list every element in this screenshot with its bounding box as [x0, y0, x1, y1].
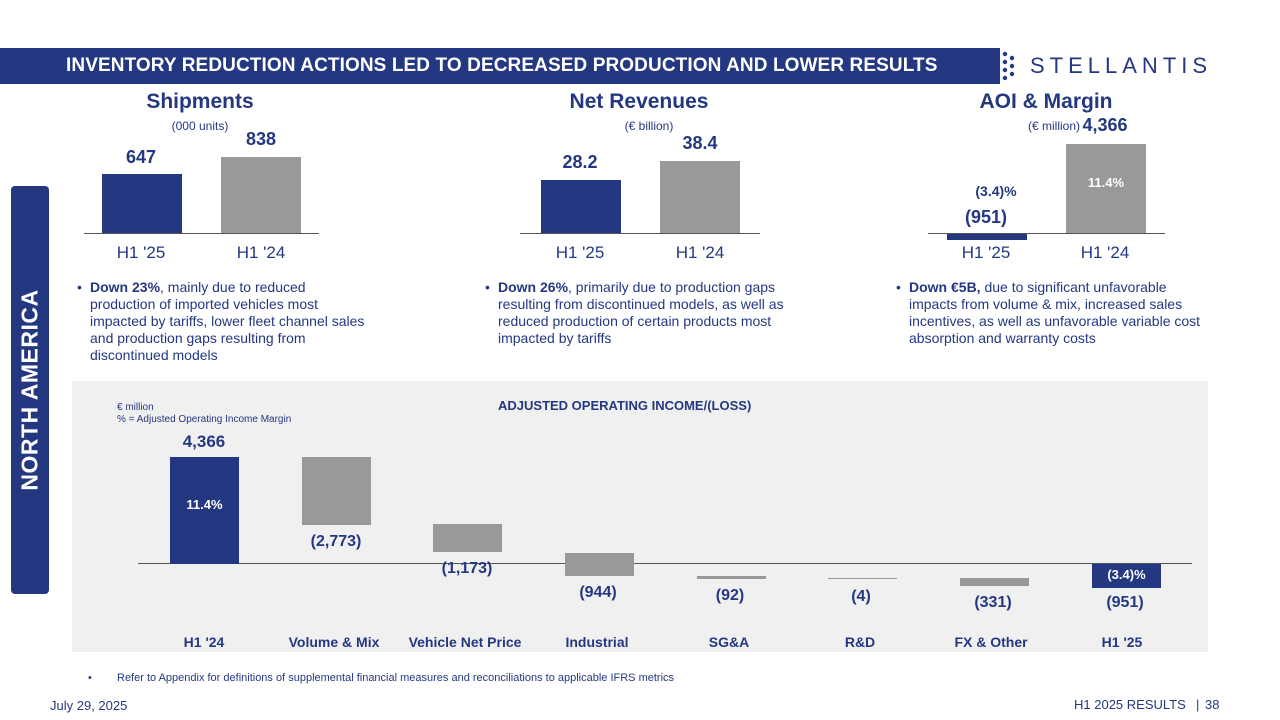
shipments-bar-h1-24 [221, 157, 301, 233]
revenues-value-h1-24: 38.4 [682, 133, 718, 153]
waterfall-value-vehicle-net-price: (1,173) [441, 560, 493, 577]
waterfall-bar-sga [697, 576, 766, 579]
aoi-value-h1-24: 4,366 [1082, 115, 1128, 135]
aoi-title: AOI & Margin [979, 90, 1113, 113]
waterfall-label-h1-25: H1 '25 [1101, 634, 1143, 650]
waterfall-unit: € million [117, 402, 154, 413]
results-label: H1 2025 RESULTS [1074, 697, 1186, 712]
waterfall-bar-h1-24 [170, 457, 239, 564]
shipments-axis [84, 233, 319, 234]
waterfall-margin-h1-24: 11.4% [186, 497, 223, 512]
revenues-unit: (€ billion) [624, 119, 674, 133]
shipments-value-h1-24: 838 [245, 129, 277, 149]
footnote: Refer to Appendix for definitions of sup… [117, 672, 675, 684]
aoi-margin-h1-24: 11.4% [1087, 175, 1125, 190]
waterfall-label-sga: SG&A [708, 634, 750, 650]
waterfall-bar-volume-mix [302, 457, 371, 525]
footer-separator: | [1196, 697, 1200, 712]
waterfall-margin-h1-25: (3.4)% [1107, 567, 1146, 582]
shipments-bullet-text: , mainly due to reduced production of im… [90, 279, 365, 363]
page-number: 38 [1205, 697, 1220, 712]
aoi-bar-h1-25 [947, 234, 1027, 240]
stellantis-logo: STELLANTIS [1030, 53, 1213, 78]
footnote-bullet: • [88, 672, 92, 684]
revenues-bar-h1-24 [660, 161, 740, 233]
revenues-bullet: • Down 26%, primarily due to production g… [485, 279, 784, 346]
shipments-title: Shipments [146, 90, 254, 113]
waterfall-value-sga: (92) [715, 587, 745, 604]
revenues-label-h1-25: H1 '25 [555, 243, 605, 262]
revenues-bullet-bold: Down 26% [498, 279, 569, 295]
waterfall-margin-legend: % = Adjusted Operating Income Margin [117, 414, 292, 425]
waterfall-title: ADJUSTED OPERATING INCOME/(LOSS) [498, 398, 752, 413]
page-title: INVENTORY REDUCTION ACTIONS LED TO DECRE… [66, 55, 938, 76]
waterfall-value-fx-other: (331) [974, 594, 1012, 611]
waterfall-label-fx-other: FX & Other [954, 634, 1028, 650]
shipments-bar-h1-25 [102, 174, 182, 233]
waterfall-value-industrial: (944) [579, 584, 617, 601]
aoi-bullet: • Down €5B, due to significant unfavorabl… [896, 279, 1201, 346]
dots-decoration-icon [1002, 51, 1015, 81]
region-sidebar: NORTH AMERICA [11, 186, 49, 594]
waterfall-value-rd: (4) [851, 588, 871, 605]
aoi-label-h1-24: H1 '24 [1080, 243, 1130, 262]
aoi-value-h1-25: (951) [964, 207, 1008, 227]
shipments-label-h1-25: H1 '25 [116, 243, 166, 262]
revenues-bullet-text: , primarily due to production gaps resul… [498, 279, 784, 346]
revenues-axis [520, 233, 760, 234]
title-bar: INVENTORY REDUCTION ACTIONS LED TO DECRE… [0, 48, 1000, 84]
revenues-value-h1-25: 28.2 [562, 152, 598, 172]
revenues-bar-h1-25 [541, 180, 621, 233]
waterfall-value-h1-25: (951) [1106, 594, 1144, 611]
aoi-axis [928, 233, 1165, 234]
waterfall-bar-rd [828, 578, 897, 579]
waterfall-label-rd: R&D [844, 634, 876, 650]
waterfall-panel [72, 381, 1208, 652]
aoi-unit: (€ million) [1027, 119, 1080, 133]
aoi-label-h1-25: H1 '25 [961, 243, 1011, 262]
waterfall-label-vehicle-net-price: Vehicle Net Price [408, 634, 522, 650]
region-label: NORTH AMERICA [16, 289, 43, 491]
waterfall-value-h1-24: 4,366 [182, 432, 226, 451]
waterfall-axis [138, 563, 1192, 564]
waterfall-value-volume-mix: (2,773) [310, 533, 362, 550]
shipments-bullet: • Down 23%, mainly due to reduced product… [77, 279, 365, 363]
revenues-title: Net Revenues [569, 90, 709, 113]
revenues-label-h1-24: H1 '24 [675, 243, 725, 262]
waterfall-bar-h1-25 [1092, 564, 1161, 588]
waterfall-label-volume-mix: Volume & Mix [288, 634, 380, 650]
aoi-bullet-bold: Down €5B, [909, 279, 981, 295]
aoi-margin-h1-25: (3.4)% [975, 183, 1017, 199]
shipments-bullet-bold: Down 23% [90, 279, 161, 295]
shipments-label-h1-24: H1 '24 [236, 243, 286, 262]
waterfall-bar-fx-other [960, 578, 1029, 586]
aoi-bullet-text: due to significant unfavorable impacts f… [909, 279, 1201, 346]
shipments-value-h1-25: 647 [125, 147, 157, 167]
aoi-bar-h1-24 [1066, 144, 1146, 234]
waterfall-label-industrial: Industrial [565, 634, 629, 650]
shipments-unit: (000 units) [171, 119, 229, 133]
waterfall-bar-industrial [565, 553, 634, 576]
waterfall-bar-vehicle-net-price [433, 524, 502, 552]
presentation-date: July 29, 2025 [50, 698, 128, 713]
waterfall-label-h1-24: H1 '24 [183, 634, 225, 650]
